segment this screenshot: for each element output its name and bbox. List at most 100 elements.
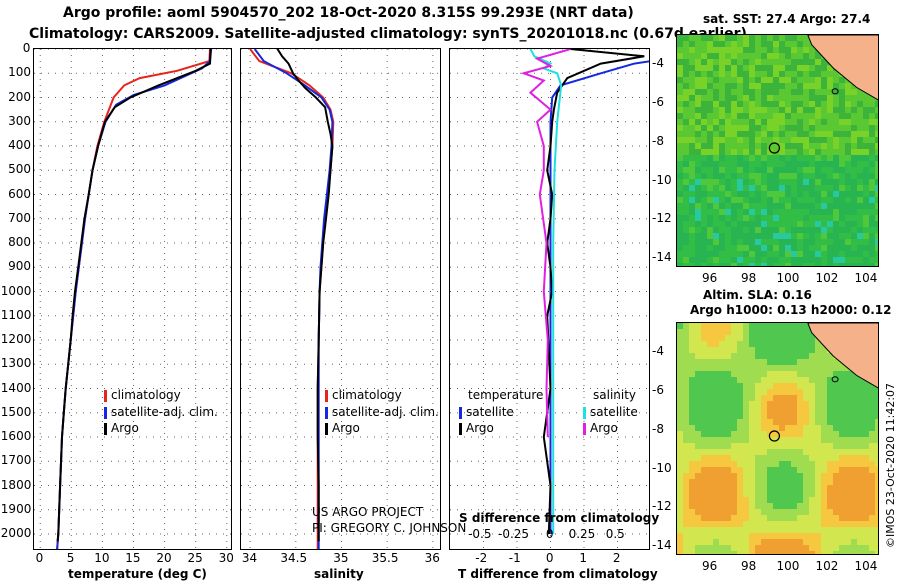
map-cell [719,371,725,377]
map-cell [773,383,779,389]
map-cell [815,431,821,437]
map-cell [695,413,701,419]
map-cell [743,431,749,437]
map-cell [689,389,695,395]
map-cell [833,539,839,545]
map-cell [773,257,779,263]
map-cell [683,215,689,221]
map-cell [683,347,689,353]
map-cell [845,185,851,191]
map-cell [731,413,737,419]
map-cell [731,335,737,341]
map-cell [755,491,761,497]
map-cell [875,515,878,521]
map-cell [875,263,878,266]
map-cell [809,131,815,137]
map-cell [785,449,791,455]
map-cell [737,503,743,509]
temperature-profile-plot [34,49,231,549]
map-cell [857,485,863,491]
map-cell [785,479,791,485]
map-cell [695,473,701,479]
map-cell [785,365,791,371]
map-cell [761,179,767,185]
map-cell [737,539,743,545]
map-cell [779,125,785,131]
map-cell [755,443,761,449]
map-cell [869,527,875,533]
map-cell [827,221,833,227]
map-cell [863,155,869,161]
map-cell [851,485,857,491]
map-cell [821,419,827,425]
map-cell [707,461,713,467]
map-cell [725,65,731,71]
map-cell [803,395,809,401]
map-cell [785,461,791,467]
map-cell [755,101,761,107]
map-cell [767,473,773,479]
map-cell [767,227,773,233]
map-cell [725,113,731,119]
map-cell [683,461,689,467]
map-cell [713,101,719,107]
map-cell [731,455,737,461]
map-cell [731,95,737,101]
map-cell [797,263,803,266]
map-cell [701,53,707,59]
map-cell [851,257,857,263]
map-cell [695,35,701,41]
map-cell [791,155,797,161]
map-cell [797,413,803,419]
map-cell [779,551,785,554]
map-cell [827,131,833,137]
map-cell [821,143,827,149]
x-tick-label: 15 [125,551,141,565]
map-cell [677,95,683,101]
map-cell [737,101,743,107]
map-cell [683,371,689,377]
map-cell [869,413,875,419]
map-cell [779,263,785,266]
map-cell [869,167,875,173]
map-cell [857,101,863,107]
map-cell [815,113,821,119]
map-cell [791,47,797,53]
map-cell [695,533,701,539]
map-cell [761,449,767,455]
map-cell [833,383,839,389]
map-cell [863,479,869,485]
map-cell [713,155,719,161]
series-satellite-adj-clim- [56,49,213,549]
map-cell [677,521,683,527]
map-cell [767,335,773,341]
map-cell [815,341,821,347]
map-cell [779,401,785,407]
map-cell [767,347,773,353]
map-cell [833,119,839,125]
map-cell [719,395,725,401]
map-cell [719,197,725,203]
map-cell [737,389,743,395]
map-cell [683,107,689,113]
map-cell [839,485,845,491]
map-cell [701,437,707,443]
map-cell [713,251,719,257]
map-cell [683,233,689,239]
map-cell [761,173,767,179]
map-cell [695,179,701,185]
map-cell [785,65,791,71]
map-cell [869,185,875,191]
map-cell [719,251,725,257]
map-cell [761,119,767,125]
map-cell [701,503,707,509]
map-cell [821,461,827,467]
map-cell [863,383,869,389]
map-cell [833,89,839,95]
map-cell [839,371,845,377]
map-cell [701,389,707,395]
map-cell [773,125,779,131]
map-cell [833,551,839,554]
map-cell [767,389,773,395]
map-cell [725,551,731,554]
